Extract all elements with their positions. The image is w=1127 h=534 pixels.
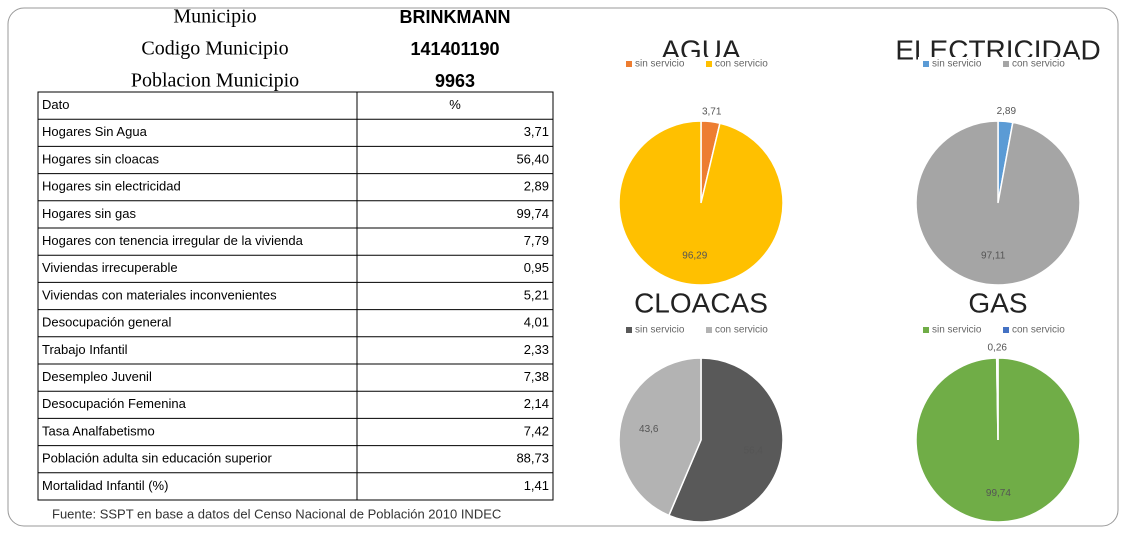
legend-swatch [1003, 61, 1009, 67]
legend-label: con servicio [715, 59, 768, 70]
table-cell: 4,01 [524, 315, 549, 330]
table-border [37, 91, 554, 501]
header-label: Municipio [173, 6, 256, 28]
legend-swatch [706, 327, 712, 333]
table-header: Dato [42, 97, 69, 112]
table-cell: 99,74 [516, 206, 549, 221]
table-cell: Hogares con tenencia irregular de la viv… [42, 233, 304, 248]
legend-swatch [706, 61, 712, 67]
legend-bg [621, 57, 781, 71]
legend-swatch [923, 327, 929, 333]
table-cell: 56,40 [516, 151, 549, 166]
legend-label: con servicio [1012, 325, 1065, 336]
table-cell: Viviendas con materiales inconvenientes [42, 287, 277, 302]
table-cell: 1,41 [524, 478, 549, 493]
table-cell: Viviendas irrecuperable [42, 260, 178, 275]
table-cell: 3,71 [524, 124, 549, 139]
table-cell: 7,38 [524, 369, 549, 384]
value-label: 2,89 [997, 106, 1017, 117]
value-label: 43,6 [639, 424, 659, 435]
legend-label: sin servicio [932, 325, 982, 336]
table-cell: 88,73 [516, 451, 549, 466]
table-cell: Desocupación Femenina [42, 396, 187, 411]
table-cell: 2,14 [524, 396, 549, 411]
chart-title: CLOACAS [634, 287, 768, 318]
chart-title: GAS [968, 287, 1027, 318]
legend-label: con servicio [1012, 59, 1065, 70]
table-cell: Población adulta sin educación superior [42, 451, 272, 466]
table-cell: Mortalidad Infantil (%) [42, 478, 168, 493]
value-label: 96,29 [682, 251, 707, 262]
table-cell: Hogares sin electricidad [42, 179, 181, 194]
frame [7, 7, 1119, 527]
table-cell: Trabajo Infantil [42, 342, 128, 357]
legend-swatch [923, 61, 929, 67]
table-cell: 7,42 [524, 423, 549, 438]
header-label: Poblacion Municipio [131, 70, 299, 92]
pie-slice [618, 357, 702, 517]
table-cell: Desocupación general [42, 315, 171, 330]
table-cell: Desempleo Juvenil [42, 369, 152, 384]
legend-swatch [626, 61, 632, 67]
legend-swatch [626, 327, 632, 333]
legend-label: sin servicio [635, 59, 685, 70]
header-label: Codigo Municipio [141, 38, 288, 60]
value-label: 3,71 [702, 106, 722, 117]
legend-bg [918, 57, 1078, 71]
value-label: 0,26 [988, 343, 1008, 354]
table-cell: 0,95 [524, 260, 549, 275]
table-cell: Hogares sin gas [42, 206, 136, 221]
value-label: 56,4 [743, 445, 763, 456]
table-cell: 2,33 [524, 342, 549, 357]
legend-swatch [1003, 327, 1009, 333]
pie-slice [915, 120, 1081, 286]
table-cell: 2,89 [524, 179, 549, 194]
source: Fuente: SSPT en base a datos del Censo N… [52, 506, 501, 521]
table-cell: Tasa Analfabetismo [42, 423, 155, 438]
legend-bg [621, 323, 781, 337]
legend-label: sin servicio [635, 325, 685, 336]
value-label: 99,74 [986, 488, 1011, 499]
header-value: 141401190 [410, 39, 499, 59]
legend-label: con servicio [715, 325, 768, 336]
table-cell: Hogares Sin Agua [42, 124, 148, 139]
table-cell: 5,21 [524, 287, 549, 302]
legend-label: sin servicio [932, 59, 982, 70]
table-cell: Hogares sin cloacas [42, 151, 160, 166]
table-header: % [449, 97, 461, 112]
table-cell: 7,79 [524, 233, 549, 248]
legend-bg [918, 323, 1078, 337]
value-label: 97,11 [981, 251, 1006, 262]
header-value: 9963 [435, 71, 475, 91]
pie-slice [667, 357, 784, 523]
pie-slice [995, 357, 999, 441]
pie-slice [618, 120, 784, 286]
header-value: BRINKMANN [400, 7, 511, 27]
